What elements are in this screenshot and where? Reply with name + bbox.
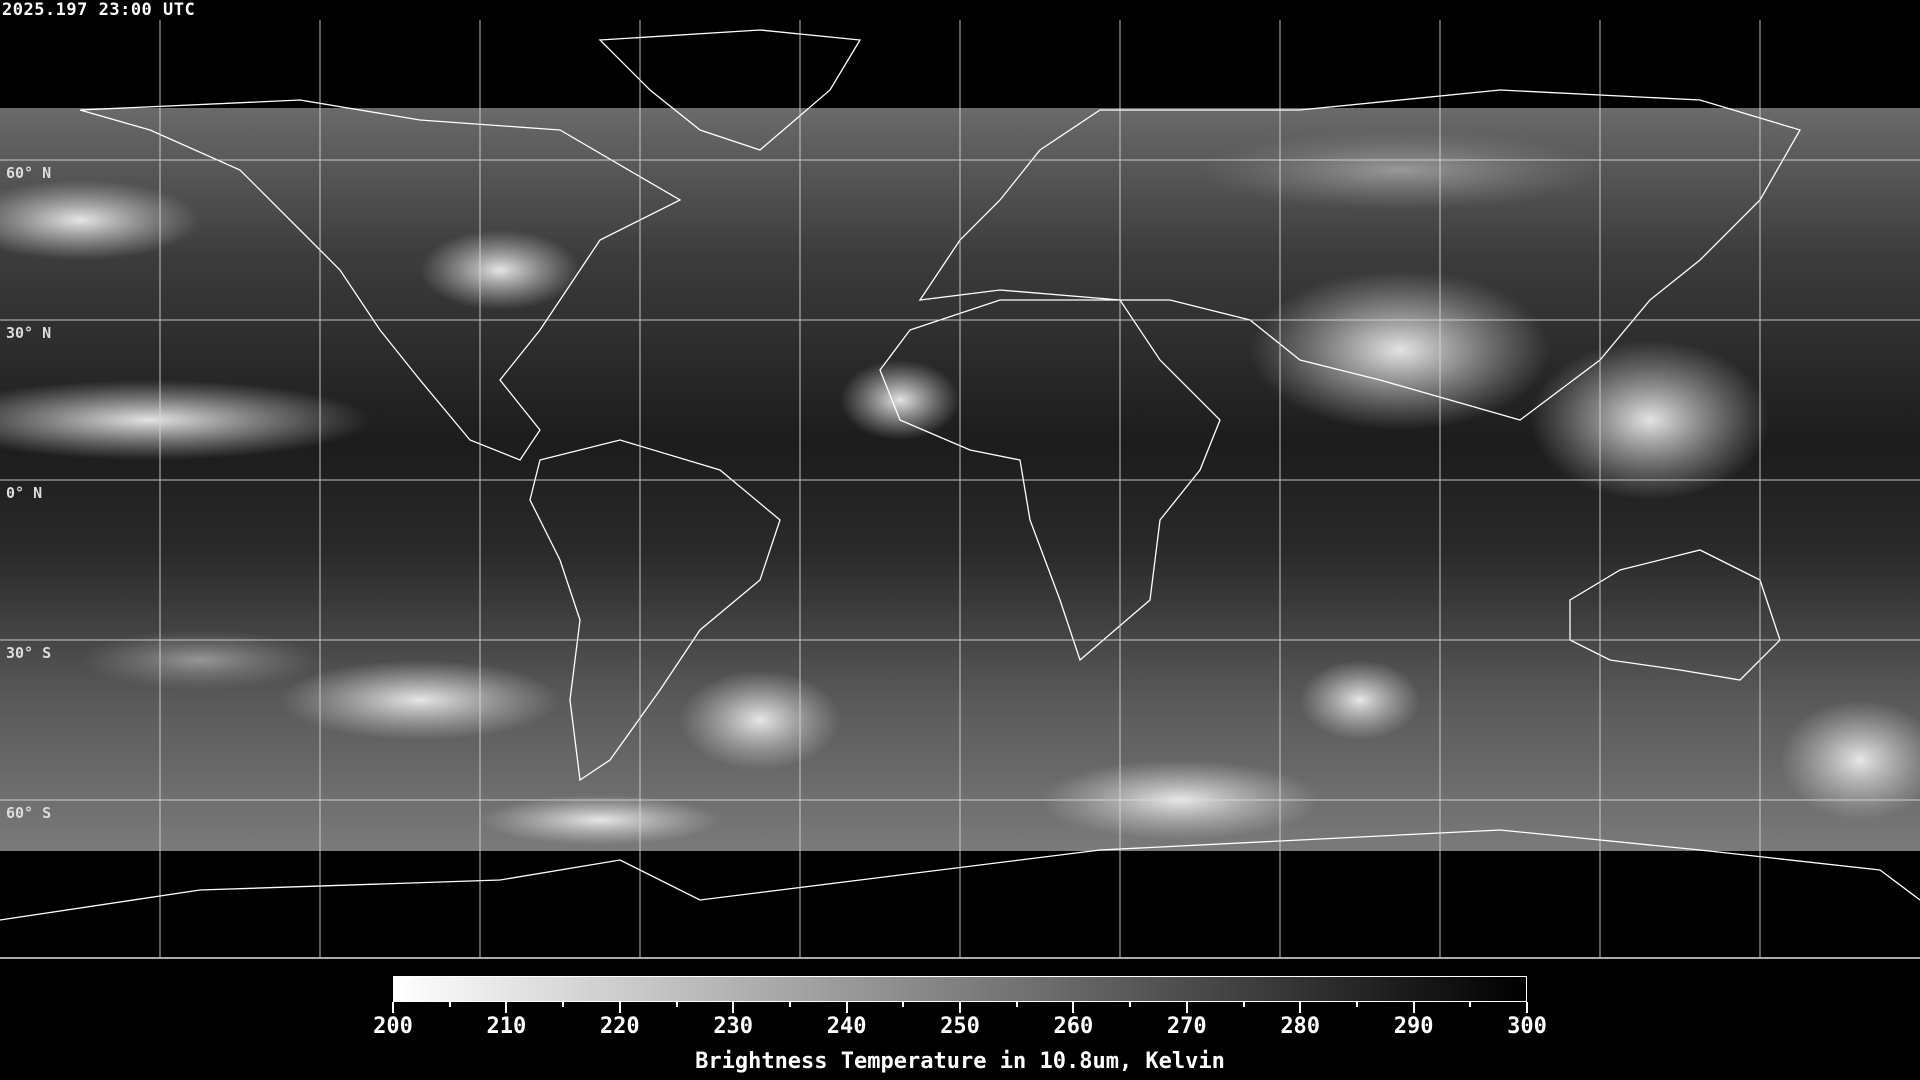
colorbar [393,976,1527,1002]
colorbar-tick-label: 230 [713,1014,754,1039]
coastlines [0,29,1920,921]
colorbar-tick [1355,1002,1358,1007]
colorbar-tick [562,1002,565,1007]
colorbar-tick [902,1002,905,1007]
colorbar-title: Brightness Temperature in 10.8um, Kelvin [695,1049,1225,1074]
coastline-north-america [79,99,682,461]
lat-label-30s: 30° S [6,644,52,662]
colorbar-tick-label: 290 [1393,1014,1434,1039]
coastline-africa [879,299,1221,662]
lat-label-30n: 30° N [6,324,52,342]
colorbar-tick [1242,1002,1245,1007]
lat-label-60s: 60° S [6,804,52,822]
colorbar-tick [448,1002,451,1007]
colorbar-tick [845,1002,848,1013]
colorbar-tick [1299,1002,1302,1013]
colorbar-tick [1015,1002,1018,1007]
colorbar-tick-label: 260 [1053,1014,1094,1039]
colorbar-tick-label: 240 [826,1014,867,1039]
satellite-ir-map [0,20,1920,959]
colorbar-tick [1129,1002,1132,1007]
colorbar-tick-label: 280 [1280,1014,1321,1039]
colorbar-tick-label: 270 [1166,1014,1207,1039]
colorbar-tick [732,1002,735,1013]
colorbar-tick [1412,1002,1415,1013]
colorbar-tick-label: 300 [1507,1014,1547,1039]
coastline-greenland [598,29,862,151]
coastline-south-america [529,439,781,782]
colorbar-tick [505,1002,508,1013]
timestamp: 2025.197 23:00 UTC [2,0,196,20]
colorbar-tick-label: 220 [599,1014,640,1039]
colorbar-tick [1469,1002,1472,1007]
graticule [0,20,1920,958]
colorbar-tick [1072,1002,1075,1013]
coastline-antarctica [0,829,1920,921]
cloud-features [0,130,1920,845]
lat-label-60n: 60° N [6,164,52,182]
colorbar-tick [675,1002,678,1007]
lat-label-0n: 0° N [6,484,43,502]
colorbar-tick [618,1002,621,1013]
colorbar-tick [1526,1002,1528,1013]
colorbar-tick [392,1002,394,1013]
colorbar-tick [959,1002,961,1013]
colorbar-tick [1185,1002,1188,1013]
colorbar-tick-label: 210 [486,1014,527,1039]
coastline-eurasia [918,89,1801,421]
colorbar-tick-label: 250 [940,1014,980,1039]
colorbar-tick [788,1002,791,1007]
colorbar-tick-label: 200 [373,1014,413,1039]
